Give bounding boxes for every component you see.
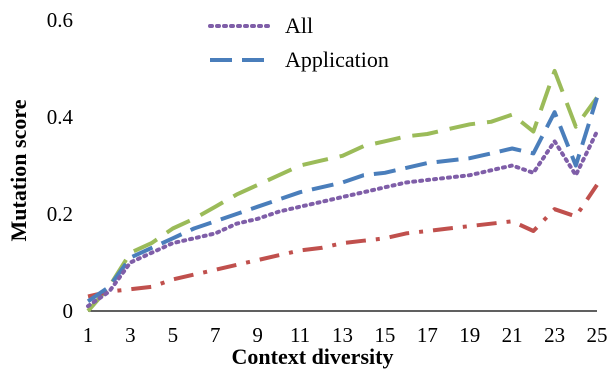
x-tick-label: 3 [125,323,136,347]
series-line-0 [86,129,599,309]
series-line-1 [86,97,599,303]
y-tick-label: 0.2 [47,202,73,226]
legend-label-application: Application [285,47,389,72]
x-tick-label: 13 [332,323,353,347]
x-tick-label: 23 [544,323,565,347]
legend-label-all: All [285,13,313,38]
x-tick-label: 15 [374,323,395,347]
x-tick-label: 9 [252,323,263,347]
series-line-3 [86,68,599,313]
x-tick-label: 7 [210,323,221,347]
x-tick-label: 25 [587,323,608,347]
x-tick-label: 17 [417,323,438,347]
y-tick-labels: 0 0.2 0.4 0.6 [47,8,74,323]
x-tick-labels: 1 3 5 7 9 11 13 15 17 19 21 23 25 [83,323,608,347]
y-tick-label: 0.6 [47,8,73,32]
x-tick-label: 1 [83,323,94,347]
x-axis-title: Context diversity [232,344,394,369]
legend: All Application [208,13,389,72]
y-axis-title: Mutation score [6,99,31,241]
y-tick-label: 0.4 [47,105,74,129]
series-lines [86,68,599,313]
x-tick-label: 21 [502,323,523,347]
y-tick-label: 0 [63,299,74,323]
x-tick-label: 11 [290,323,310,347]
x-tick-label: 5 [168,323,179,347]
x-tick-label: 19 [459,323,480,347]
